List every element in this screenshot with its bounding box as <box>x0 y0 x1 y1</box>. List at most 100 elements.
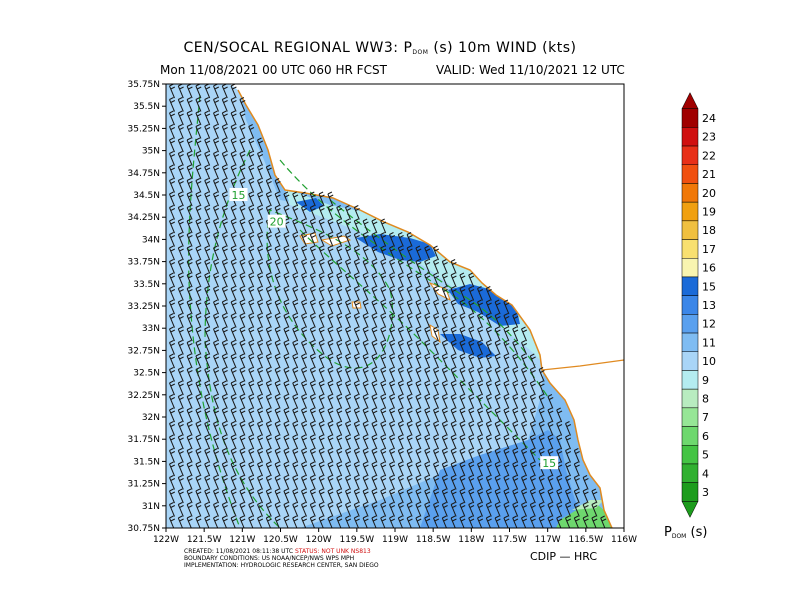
wind-barb <box>274 245 281 261</box>
wind-barb <box>494 367 501 382</box>
wind-barb <box>318 232 325 247</box>
wind-barb <box>565 515 572 528</box>
wind-barb <box>556 475 563 490</box>
colorbar-swatch <box>681 145 699 166</box>
wind-barb <box>459 367 466 382</box>
wind-barb <box>230 151 237 166</box>
colorbar-swatch <box>681 370 699 390</box>
wind-barb <box>380 380 387 396</box>
wind-barb <box>283 299 290 315</box>
wind-barb <box>327 272 334 288</box>
wind-barb <box>195 272 202 288</box>
wind-barb <box>257 340 264 355</box>
wind-barb <box>186 272 193 288</box>
wind-barb <box>239 97 246 112</box>
wind-barb <box>283 326 290 342</box>
wind-barb <box>494 502 501 517</box>
wind-barb <box>406 353 413 369</box>
wind-barb <box>468 380 475 396</box>
wind-barb <box>309 434 316 450</box>
wind-barb <box>169 313 176 328</box>
wind-barb <box>380 313 387 328</box>
wind-barb <box>521 353 528 369</box>
wind-barb <box>213 421 220 436</box>
wind-barb <box>345 286 352 301</box>
wind-barb <box>239 232 246 247</box>
wind-barb <box>292 353 299 369</box>
wind-barb <box>239 502 246 517</box>
wind-barb <box>556 421 563 436</box>
wind-barb <box>213 326 220 342</box>
wind-barb <box>257 367 264 382</box>
wind-barb <box>380 272 387 288</box>
wind-barb <box>274 259 281 274</box>
wind-barb <box>380 394 387 409</box>
colorbar-swatch <box>681 407 699 427</box>
wind-barb <box>177 191 184 207</box>
lat-tick-label: 31.75N <box>128 435 161 445</box>
wind-barb <box>230 286 237 301</box>
wind-barb <box>195 178 202 193</box>
wind-barb <box>538 488 545 504</box>
wind-barb <box>468 313 475 328</box>
wind-barb <box>204 245 211 261</box>
wind-barb <box>257 448 264 463</box>
wind-barb <box>239 461 246 477</box>
wind-barb <box>459 299 466 315</box>
wind-barb <box>582 502 589 517</box>
wind-barb <box>424 421 431 436</box>
wind-barb <box>274 353 281 369</box>
wind-barb <box>389 502 396 517</box>
wind-barb <box>230 110 237 126</box>
wind-barb <box>485 475 492 490</box>
wind-barb <box>195 367 202 382</box>
wind-barb <box>353 448 360 463</box>
wind-barb <box>239 326 246 342</box>
wind-barb <box>362 245 369 261</box>
wind-barb <box>169 245 176 261</box>
wind-barb <box>336 313 343 328</box>
wind-barb <box>283 259 290 274</box>
wind-barb <box>538 475 545 490</box>
wind-barb <box>389 313 396 328</box>
wind-barb <box>186 299 193 315</box>
wind-barb <box>327 367 334 382</box>
wind-barb <box>239 421 246 436</box>
wind-barb <box>177 488 184 504</box>
wind-barb <box>397 353 404 369</box>
wind-barb <box>503 448 510 463</box>
wind-barb <box>450 326 457 342</box>
wind-barb <box>283 502 290 517</box>
wind-barb <box>336 205 343 220</box>
wind-barb <box>353 340 360 355</box>
wind-barb <box>204 299 211 315</box>
wind-barb <box>380 475 387 490</box>
wind-barb <box>336 488 343 504</box>
wind-barb <box>468 421 475 436</box>
wind-barb <box>362 434 369 450</box>
wind-barb <box>239 407 246 423</box>
wind-barb <box>336 232 343 247</box>
colorbar-swatch <box>681 258 699 278</box>
wind-barb <box>529 434 536 450</box>
wind-barb <box>213 299 220 315</box>
wind-barb <box>424 245 431 261</box>
wind-barb <box>424 380 431 396</box>
lat-tick-label: 33.25N <box>128 302 161 312</box>
lat-tick-label: 35N <box>142 147 160 157</box>
wind-barb <box>248 380 255 396</box>
wind-barb <box>283 340 290 355</box>
wind-barb <box>301 218 308 234</box>
wind-barb <box>485 461 492 477</box>
lon-tick-label: 119.5W <box>339 535 374 545</box>
wind-barb <box>318 286 325 301</box>
wind-barb <box>186 353 193 369</box>
wind-barb <box>248 394 255 409</box>
wind-barb <box>362 448 369 463</box>
wind-barb <box>468 448 475 463</box>
wind-barb <box>336 380 343 396</box>
wind-barb <box>450 380 457 396</box>
wind-barb <box>248 245 255 261</box>
wind-barb <box>512 421 519 436</box>
wind-barb <box>441 272 448 288</box>
